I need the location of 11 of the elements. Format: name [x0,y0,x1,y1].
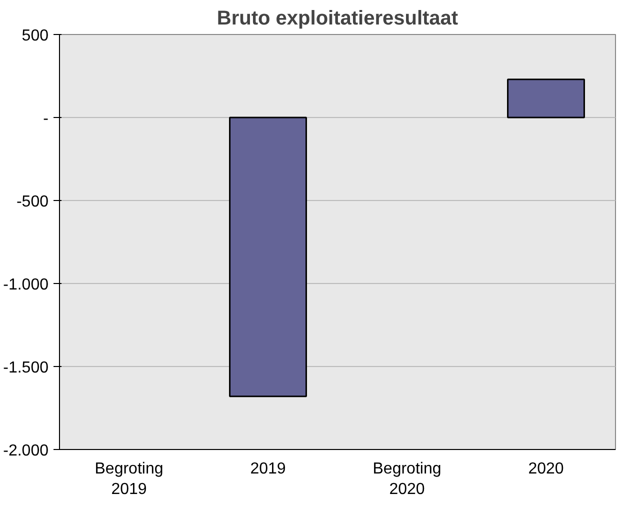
y-tick-label: -1.500 [3,360,49,376]
x-tick-label: 2020 [528,460,564,478]
x-tick-label: Begroting 2020 [372,460,442,498]
y-tick-label: -1.000 [3,276,49,294]
chart-title: Bruto exploitatieresultaat [216,8,458,30]
x-tick-label: 2019 [250,460,286,478]
y-tick-label: - [43,110,48,128]
y-tick-label: 500 [22,28,49,44]
x-tick-label: Begroting 2019 [94,460,164,498]
y-tick-label: -2.000 [3,442,49,460]
y-tick-label: -500 [16,194,49,210]
